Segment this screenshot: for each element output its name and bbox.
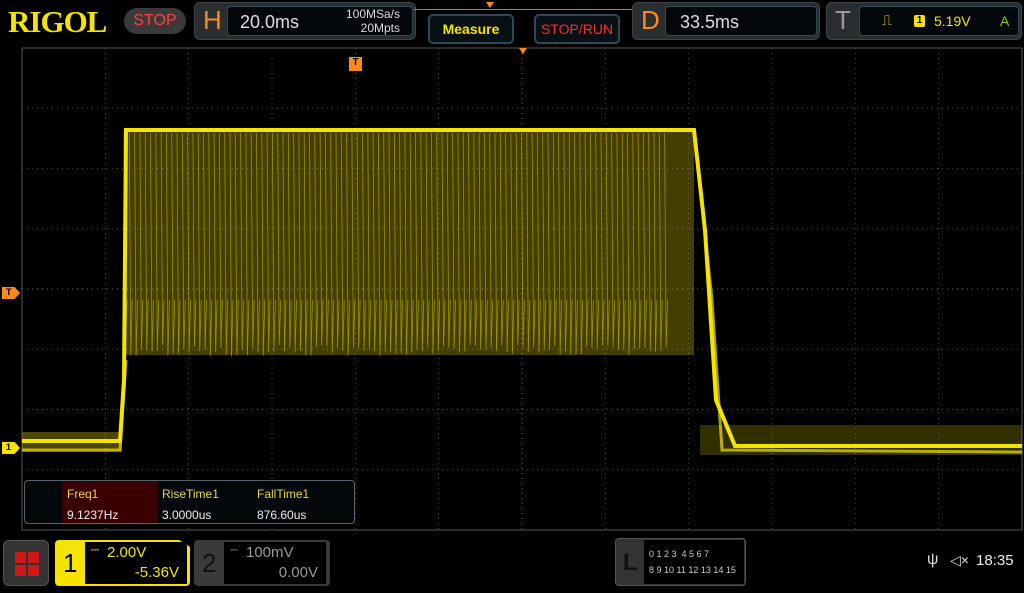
meas-label: Freq1 — [67, 487, 98, 501]
trigger-position-marker: T — [349, 57, 362, 71]
measurement-panel: Freq1 9.1237Hz RiseTime1 3.0000us FallTi… — [24, 480, 355, 524]
meas-label: RiseTime1 — [162, 487, 219, 501]
trigger-center-marker — [519, 48, 527, 54]
logic-panel[interactable]: L 0 1 2 3 4 5 6 7 8 9 10 11 12 13 14 15 — [615, 538, 746, 586]
clock: 18:35 — [976, 552, 1014, 569]
dc-coupling-icon: ⎓ — [91, 545, 99, 556]
logic-channels-row1: 0 1 2 3 4 5 6 7 — [649, 546, 739, 562]
speaker-muted-icon[interactable]: ◁× — [950, 552, 969, 569]
channel-2-panel[interactable]: 2 ⎓ 100mV 0.00V — [194, 540, 330, 586]
ch1-offset: -5.36V — [135, 564, 179, 581]
dc-coupling-icon: ⎓ — [230, 545, 238, 556]
ch2-offset: 0.00V — [279, 564, 318, 581]
ch1-scale: 2.00V — [107, 544, 146, 561]
meas-label: FallTime1 — [257, 487, 309, 501]
logic-channels-row2: 8 9 10 11 12 13 14 15 — [649, 562, 739, 578]
usb-icon: ψ — [927, 551, 938, 569]
channel-number: 1 — [63, 548, 77, 579]
meas-value: 876.60us — [257, 508, 306, 522]
waveform-baseline-noise — [700, 425, 1022, 455]
logic-letter: L — [623, 549, 638, 577]
channel-number: 2 — [202, 548, 216, 579]
meas-value: 3.0000us — [162, 508, 211, 522]
grid-menu-icon — [15, 552, 39, 576]
channel-1-panel[interactable]: 1 ⎓ 2.00V -5.36V — [55, 540, 190, 586]
ch2-scale: 100mV — [246, 544, 294, 561]
meas-value: 9.1237Hz — [67, 508, 118, 522]
menu-button[interactable] — [3, 540, 49, 586]
waveform-baseline-noise — [22, 432, 122, 452]
